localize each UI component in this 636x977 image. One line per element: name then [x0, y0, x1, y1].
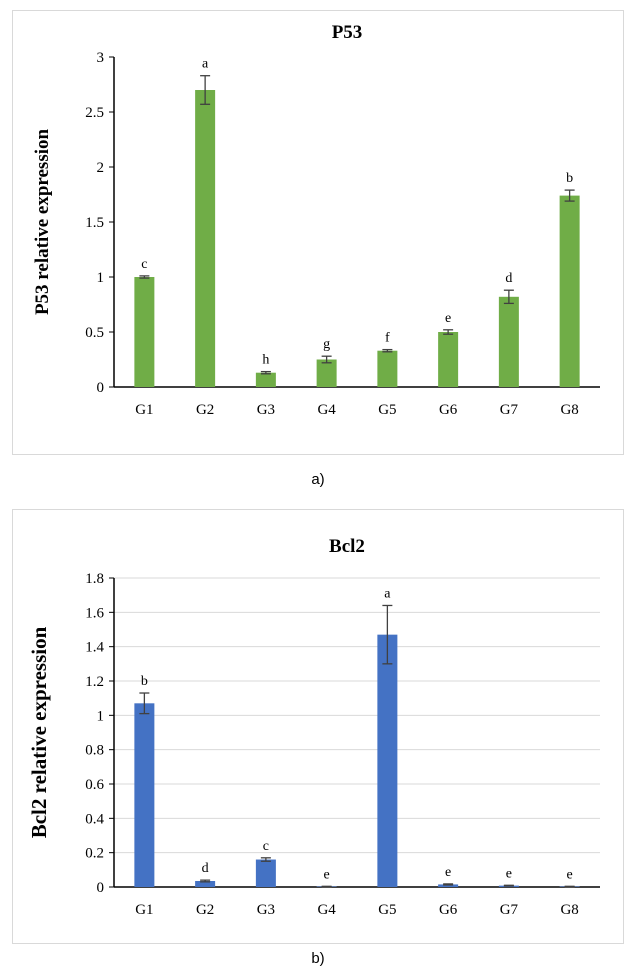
- x-tick-label: G1: [135, 402, 153, 418]
- significance-letter: e: [445, 311, 451, 326]
- x-tick-label: G5: [378, 402, 396, 418]
- y-tick-label: 1.8: [85, 571, 104, 587]
- bar-G6: [438, 332, 459, 387]
- error-bar-G4: [321, 355, 332, 364]
- x-tick-label: G8: [560, 402, 578, 418]
- error-bar-G6: [443, 329, 454, 335]
- y-tick-label: 0: [97, 380, 105, 396]
- y-tick-label: 1: [97, 708, 105, 724]
- y-axis-label: Bcl2 relative expression: [27, 626, 51, 838]
- significance-letter: f: [385, 331, 390, 346]
- significance-letter: e: [567, 867, 573, 882]
- bar-G5: [377, 634, 398, 887]
- y-tick-label: 1.5: [85, 215, 104, 231]
- bar-G1: [134, 277, 155, 387]
- y-tick-label: 0.2: [85, 846, 104, 862]
- significance-letter: e: [445, 865, 451, 880]
- x-tick-label: G7: [500, 402, 519, 418]
- bar-G2: [195, 90, 216, 387]
- x-tick-label: G2: [196, 402, 214, 418]
- error-bar-G3: [260, 370, 271, 375]
- x-tick-label: G6: [439, 402, 458, 418]
- significance-letter: c: [263, 839, 269, 854]
- significance-letter: b: [141, 674, 148, 689]
- bar-G6: [438, 884, 459, 887]
- bar-G1: [134, 703, 155, 887]
- y-tick-label: 1.6: [85, 605, 104, 621]
- y-tick-label: 0.8: [85, 743, 104, 759]
- significance-letter: d: [202, 861, 209, 876]
- x-tick-label: G5: [378, 902, 396, 918]
- error-bar-G1: [139, 692, 150, 715]
- error-bar-G5: [382, 348, 393, 353]
- chart-title: Bcl2: [329, 536, 365, 557]
- x-tick-label: G6: [439, 902, 458, 918]
- x-tick-label: G3: [257, 402, 275, 418]
- y-tick-label: 0.6: [85, 777, 104, 793]
- y-tick-label: 1: [97, 270, 105, 286]
- x-tick-label: G2: [196, 902, 214, 918]
- y-tick-label: 1.4: [85, 640, 104, 656]
- chart-title: P53: [332, 22, 363, 43]
- x-tick-label: G8: [560, 902, 578, 918]
- significance-letter: a: [384, 586, 391, 601]
- caption-b: b): [311, 950, 325, 967]
- bar-G8: [559, 195, 580, 387]
- bar-G4: [316, 359, 337, 387]
- bar-G3: [255, 372, 276, 387]
- significance-letter: c: [141, 257, 147, 272]
- significance-letter: d: [505, 271, 512, 286]
- error-bar-G5: [382, 604, 393, 665]
- significance-letter: b: [566, 171, 573, 186]
- significance-letter: g: [323, 337, 330, 352]
- chart-0: P53 P53 relative expression 0 0.5 1 1.5 2 2.5 3 c…: [32, 22, 600, 418]
- significance-letter: e: [324, 867, 330, 882]
- y-tick-label: 3: [97, 50, 105, 66]
- y-tick-label: 1.2: [85, 674, 104, 690]
- x-tick-label: G3: [257, 902, 275, 918]
- error-bar-G8: [564, 189, 575, 202]
- significance-letter: h: [262, 353, 269, 368]
- x-tick-label: G4: [317, 902, 336, 918]
- error-bar-G2: [200, 879, 211, 883]
- caption-a: a): [311, 471, 325, 488]
- error-bar-G6: [443, 883, 454, 886]
- bar-G3: [255, 859, 276, 887]
- bar-G7: [498, 296, 519, 387]
- error-bar-G1: [139, 275, 150, 279]
- error-bar-G7: [503, 289, 514, 305]
- y-tick-label: 2.5: [85, 105, 104, 121]
- significance-letter: a: [202, 57, 209, 72]
- bar-G2: [195, 880, 216, 887]
- bar-G5: [377, 350, 398, 387]
- significance-letter: e: [506, 866, 512, 881]
- x-tick-label: G4: [317, 402, 336, 418]
- x-tick-label: G7: [500, 902, 519, 918]
- y-tick-label: 2: [97, 160, 105, 176]
- error-bar-G2: [200, 75, 211, 105]
- error-bar-G3: [260, 857, 271, 862]
- y-tick-label: 0.5: [85, 325, 104, 341]
- error-bar-G7: [503, 884, 514, 887]
- x-tick-label: G1: [135, 902, 153, 918]
- y-axis-label: P53 relative expression: [32, 129, 53, 316]
- y-tick-label: 0: [97, 880, 105, 896]
- y-tick-label: 0.4: [85, 811, 104, 827]
- chart-1: Bcl2 Bcl2 relative expression 0 0.2 0.4 0.6 0.…: [27, 536, 600, 918]
